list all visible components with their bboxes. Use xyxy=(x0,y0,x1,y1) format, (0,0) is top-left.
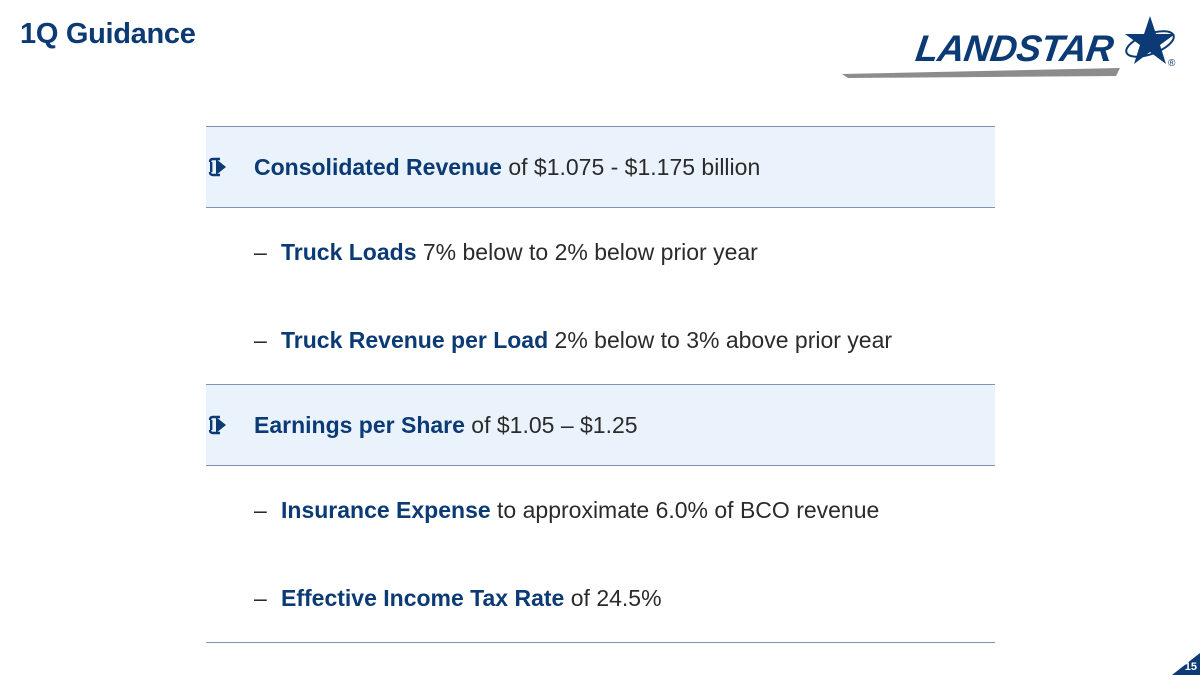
arrow-right-icon xyxy=(208,157,226,177)
page-number-badge: 15 xyxy=(1172,653,1200,675)
star-icon xyxy=(1125,16,1175,64)
logo-swoosh xyxy=(842,68,1120,78)
guidance-text: Insurance Expense to approximate 6.0% of… xyxy=(281,496,880,523)
arrow-right-icon xyxy=(208,415,226,435)
guidance-subrow-insurance: – Insurance Expense to approximate 6.0% … xyxy=(206,466,995,554)
dash-bullet: – xyxy=(254,584,267,611)
landstar-logo: LANDSTAR ® xyxy=(840,12,1190,82)
guidance-row-revenue: Consolidated Revenue of $1.075 - $1.175 … xyxy=(206,127,995,208)
guidance-table: Consolidated Revenue of $1.075 - $1.175 … xyxy=(206,126,995,643)
dash-bullet: – xyxy=(254,496,267,523)
guidance-text: Consolidated Revenue of $1.075 - $1.175 … xyxy=(254,153,761,180)
page-title: 1Q Guidance xyxy=(20,18,196,50)
guidance-row-eps: Earnings per Share of $1.05 – $1.25 xyxy=(206,385,995,466)
guidance-text: Effective Income Tax Rate of 24.5% xyxy=(281,584,662,611)
dash-bullet: – xyxy=(254,326,267,353)
guidance-subrow-revenue-per-load: – Truck Revenue per Load 2% below to 3% … xyxy=(206,296,995,385)
registered-mark: ® xyxy=(1168,58,1176,69)
dash-bullet: – xyxy=(254,238,267,265)
guidance-text: Truck Revenue per Load 2% below to 3% ab… xyxy=(281,326,893,353)
guidance-subrow-tax-rate: – Effective Income Tax Rate of 24.5% xyxy=(206,554,995,643)
guidance-text: Earnings per Share of $1.05 – $1.25 xyxy=(254,411,638,438)
guidance-subrow-truck-loads: – Truck Loads 7% below to 2% below prior… xyxy=(206,208,995,296)
guidance-text: Truck Loads 7% below to 2% below prior y… xyxy=(281,238,758,265)
logo-wordmark: LANDSTAR xyxy=(913,28,1116,69)
page-number: 15 xyxy=(1184,661,1197,673)
